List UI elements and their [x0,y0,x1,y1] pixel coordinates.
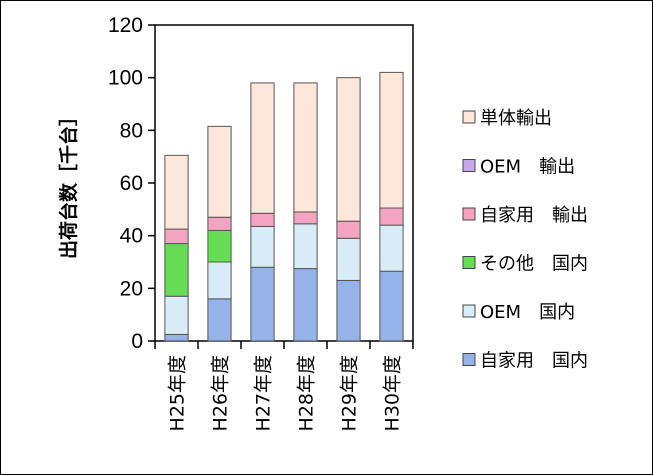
bar-segment [164,154,189,230]
legend-label: OEM 国内 [480,302,575,323]
y-tick-label: 0 [131,330,143,353]
bar-segment [293,211,318,225]
x-tick-label: H30年度 [382,355,404,431]
x-tick-label: H28年度 [296,355,318,431]
bar-segment [336,279,361,342]
y-axis-label: 出荷台数［千台］ [57,107,80,259]
bar-segment [164,228,189,245]
legend-swatch [462,159,476,172]
y-tick-label: 60 [120,172,143,195]
y-tick-labels: 0 20 40 60 80 100 120 [108,14,143,353]
x-tick-label: H25年度 [167,355,189,431]
legend-swatch [462,110,476,124]
legend-label: 自家用 輸出 [480,205,588,226]
plot-area [154,24,414,342]
legend-label: 単体輸出 [480,108,552,129]
bar-segment [336,237,361,281]
y-tick-label: 40 [120,225,143,248]
bar-segment [379,224,404,272]
bar-segment [293,268,318,342]
legend-label: OEM 輸出 [480,157,575,178]
bar-segment [207,298,232,342]
legend-swatch [462,256,476,269]
bars-group [164,71,404,342]
bar-segment [207,229,232,263]
legend-label: 自家用 国内 [480,351,588,372]
y-tick-label: 120 [108,14,143,37]
legend-swatch [462,304,476,318]
y-tick-label: 80 [120,119,143,142]
legend-swatch [462,207,476,221]
legend-swatch [462,353,476,366]
bar-segment [164,333,189,342]
bar-segment [164,243,189,297]
bar-segment [250,212,275,227]
x-tick-label: H29年度 [339,355,361,431]
y-tick-label: 20 [120,277,143,300]
axes-group [148,24,414,349]
bar-segment [336,220,361,239]
bar-segment [293,82,318,213]
bar-segment [207,125,232,218]
bar-segment [250,225,275,268]
bar-segment [379,207,404,226]
bar-segment [379,270,404,342]
bar-segment [250,82,275,214]
bar-segment [207,216,232,231]
legend-label: その他 国内 [480,254,588,275]
x-tick-label: H27年度 [253,355,275,431]
bar-segment [379,71,404,209]
bar-segment [336,77,361,222]
bar-segment [250,266,275,342]
bar-segment [293,223,318,270]
y-tick-label: 100 [108,67,143,90]
plot-border [154,24,414,342]
x-tick-labels: H25年度 H26年度 H27年度 H28年度 H29年度 H30年度 [167,355,404,431]
bar-segment [164,295,189,335]
x-tick-label: H26年度 [210,355,232,431]
bar-segment [207,261,232,300]
